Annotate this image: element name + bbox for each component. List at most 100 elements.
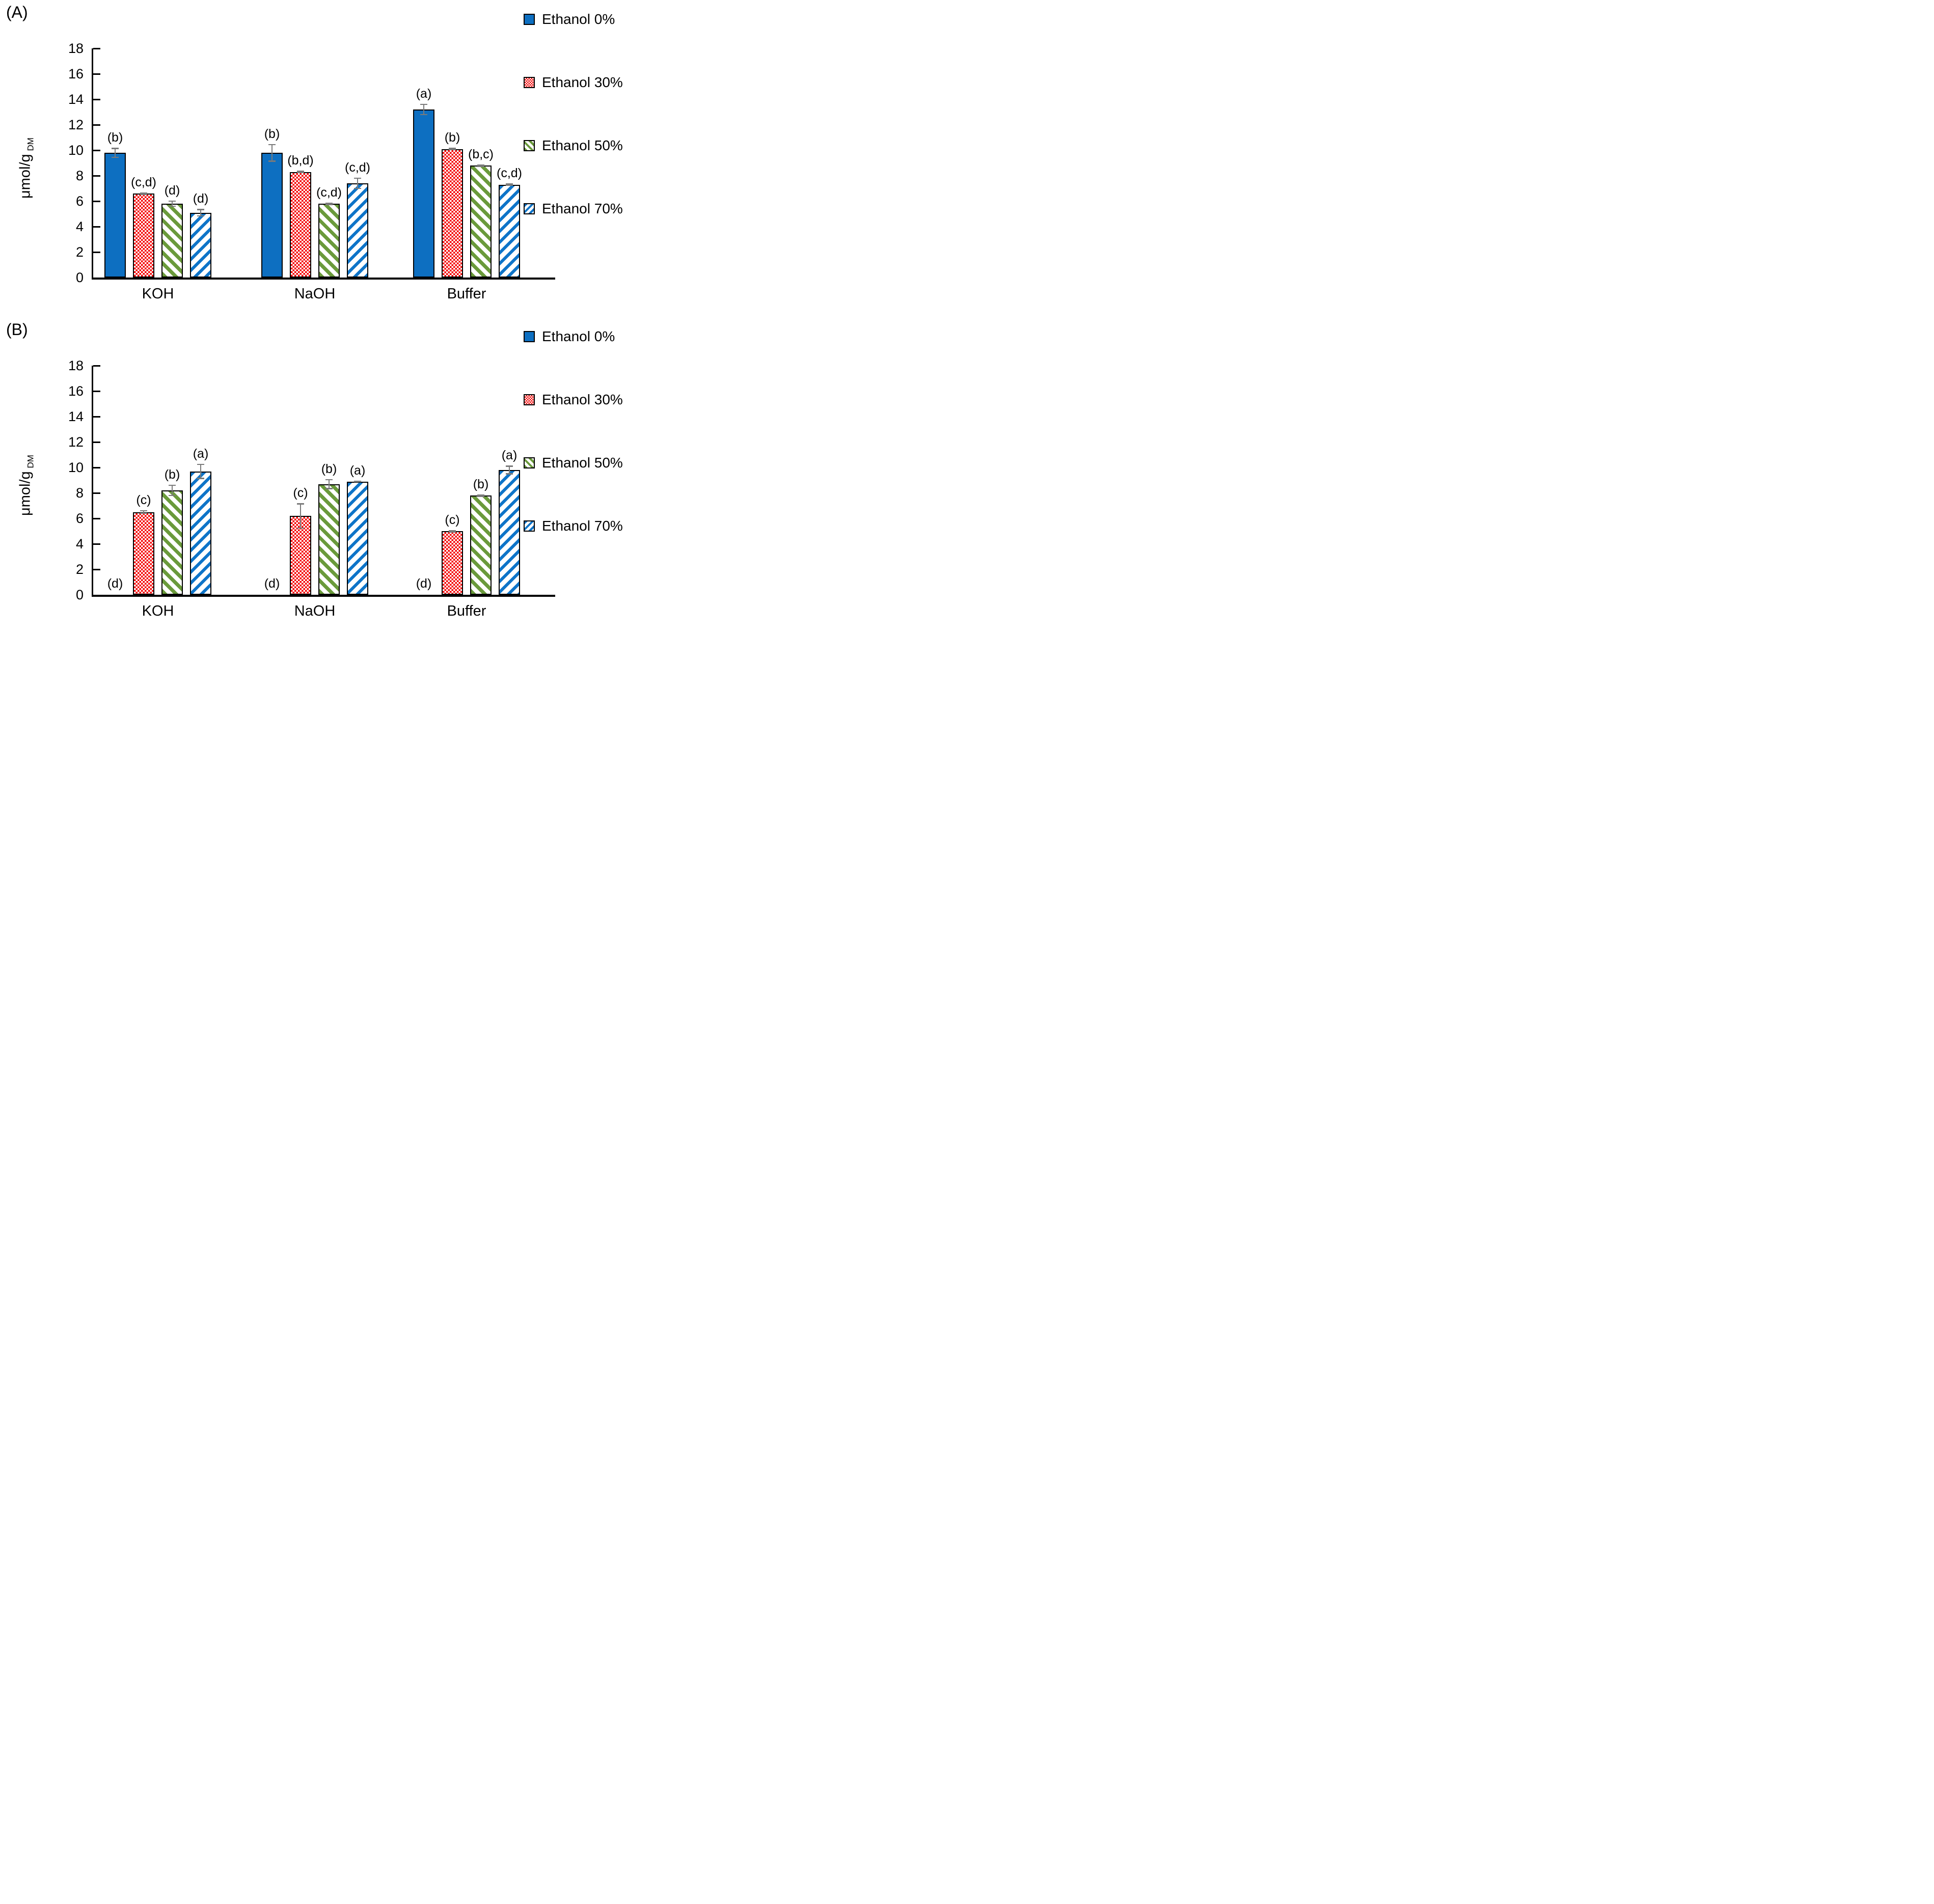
legend-swatch-ethanol-70-icon xyxy=(524,520,535,532)
bar-ethanol-0-buffer xyxy=(413,109,434,278)
error-bar-cap-bottom xyxy=(354,481,361,482)
bar-ethanol-30-buffer xyxy=(442,149,463,278)
error-bar-line xyxy=(509,465,510,475)
y-tick-10 xyxy=(93,467,100,468)
y-tick-16 xyxy=(93,391,100,392)
error-bar-ethanol-50-koh xyxy=(169,200,176,207)
y-tick-4 xyxy=(93,226,100,228)
annotation-ethanol-50-naoh: (b) xyxy=(321,461,337,476)
error-bar-cap-top xyxy=(297,171,304,172)
error-bar-cap-bottom xyxy=(197,215,204,216)
bar-ethanol-50-buffer xyxy=(470,165,492,278)
bar-ethanol-70-koh xyxy=(190,471,211,595)
y-tick-label-14: 14 xyxy=(68,409,84,424)
y-axis-title: μmol/g DM xyxy=(17,455,36,516)
error-bar-ethanol-70-naoh xyxy=(354,177,361,189)
error-bar-cap-top xyxy=(140,510,147,512)
y-tick-10 xyxy=(93,150,100,151)
legend-item-ethanol-50: Ethanol 50% xyxy=(524,137,623,154)
error-bar-line xyxy=(423,103,425,116)
error-bar-cap-top xyxy=(449,148,456,149)
error-bar-cap-top xyxy=(325,479,333,480)
panel-b-label: (B) xyxy=(6,320,28,339)
bar-ethanol-50-naoh xyxy=(318,484,340,595)
error-bar-cap-bottom xyxy=(268,160,276,162)
error-bar-cap-top xyxy=(354,177,361,179)
y-tick-label-0: 0 xyxy=(75,270,84,285)
error-bar-cap-top xyxy=(268,144,276,145)
y-tick-label-18: 18 xyxy=(68,358,84,373)
annotation-ethanol-50-buffer: (b,c) xyxy=(468,147,494,161)
error-bar-ethanol-30-naoh xyxy=(297,503,304,529)
legend-a: Ethanol 0% Ethanol 30% Ethanol 50% Ethanol … xyxy=(524,11,623,217)
legend-swatch-ethanol-70-icon xyxy=(524,203,535,214)
error-bar-line xyxy=(172,200,173,207)
y-tick-label-10: 10 xyxy=(68,143,84,158)
bar-ethanol-50-naoh xyxy=(318,204,340,278)
error-bar-cap-bottom xyxy=(297,527,304,529)
error-bar-cap-top xyxy=(169,484,176,486)
bar-ethanol-50-koh xyxy=(161,490,183,595)
y-tick-8 xyxy=(93,492,100,494)
annotation-ethanol-0-naoh: (d) xyxy=(264,576,280,591)
y-tick-label-16: 16 xyxy=(68,66,84,81)
y-tick-label-14: 14 xyxy=(68,92,84,107)
error-bar-ethanol-30-naoh xyxy=(297,171,304,173)
bar-ethanol-30-naoh xyxy=(290,516,311,595)
y-axis-title-subscript: DM xyxy=(25,137,36,151)
annotation-ethanol-70-koh: (d) xyxy=(193,191,209,206)
error-bar-cap-top xyxy=(197,463,204,465)
y-tick-label-12: 12 xyxy=(68,434,84,450)
error-bar-cap-bottom xyxy=(197,478,204,479)
y-tick-14 xyxy=(93,99,100,100)
annotation-ethanol-30-naoh: (b,d) xyxy=(287,153,314,168)
y-axis-line xyxy=(92,48,93,280)
bar-ethanol-70-koh xyxy=(190,212,211,278)
error-bar-cap-top xyxy=(297,503,304,505)
error-bar-cap-bottom xyxy=(477,165,484,167)
y-tick-6 xyxy=(93,201,100,202)
error-bar-cap-top xyxy=(449,530,456,531)
error-bar-cap-bottom xyxy=(506,184,513,186)
error-bar-cap-top xyxy=(420,103,427,105)
error-bar-cap-bottom xyxy=(297,172,304,173)
legend-item-ethanol-0: Ethanol 0% xyxy=(524,328,623,345)
legend-label-ethanol-50: Ethanol 50% xyxy=(542,137,623,153)
error-bar-ethanol-0-naoh xyxy=(268,144,276,162)
panel-a: (A) μmol/g DM 0 2 4 6 8 10 12 14 16 18 KOH NaOH Buff… xyxy=(0,0,645,317)
error-bar-cap-bottom xyxy=(140,194,147,195)
y-tick-12 xyxy=(93,124,100,126)
legend-b: Ethanol 0% Ethanol 30% Ethanol 50% Ethanol … xyxy=(524,328,623,534)
error-bar-line xyxy=(115,148,116,158)
error-bar-ethanol-0-koh xyxy=(112,148,119,158)
annotation-ethanol-50-koh: (d) xyxy=(164,183,180,198)
bar-ethanol-70-buffer xyxy=(499,470,520,595)
panel-b: (B) μmol/g DM 0 2 4 6 8 10 12 14 16 18 KOH NaOH Buff… xyxy=(0,317,645,634)
legend-label-ethanol-30: Ethanol 30% xyxy=(542,74,623,90)
legend-swatch-ethanol-50-icon xyxy=(524,457,535,468)
y-tick-label-2: 2 xyxy=(75,562,84,577)
y-tick-18 xyxy=(93,365,100,367)
annotation-ethanol-50-koh: (b) xyxy=(164,467,180,482)
error-bar-line xyxy=(172,484,173,496)
error-bar-cap-top xyxy=(506,465,513,467)
annotation-ethanol-0-naoh: (b) xyxy=(264,126,280,141)
error-bar-ethanol-70-buffer xyxy=(506,465,513,475)
y-tick-label-12: 12 xyxy=(68,117,84,132)
error-bar-line xyxy=(271,144,273,162)
legend-label-ethanol-70: Ethanol 70% xyxy=(542,518,623,534)
y-tick-4 xyxy=(93,543,100,545)
error-bar-ethanol-30-koh xyxy=(140,192,147,195)
bar-ethanol-70-naoh xyxy=(347,481,368,595)
error-bar-cap-bottom xyxy=(169,205,176,207)
bar-ethanol-30-koh xyxy=(133,512,154,595)
error-bar-ethanol-50-buffer xyxy=(477,494,484,497)
y-tick-8 xyxy=(93,175,100,177)
y-tick-label-2: 2 xyxy=(75,244,84,260)
y-tick-label-10: 10 xyxy=(68,460,84,475)
annotation-ethanol-0-koh: (b) xyxy=(107,130,123,145)
error-bar-ethanol-50-naoh xyxy=(325,479,333,489)
annotation-ethanol-50-naoh: (c,d) xyxy=(316,185,342,200)
error-bar-ethanol-70-naoh xyxy=(354,481,361,482)
x-label-naoh: NaOH xyxy=(294,286,336,302)
